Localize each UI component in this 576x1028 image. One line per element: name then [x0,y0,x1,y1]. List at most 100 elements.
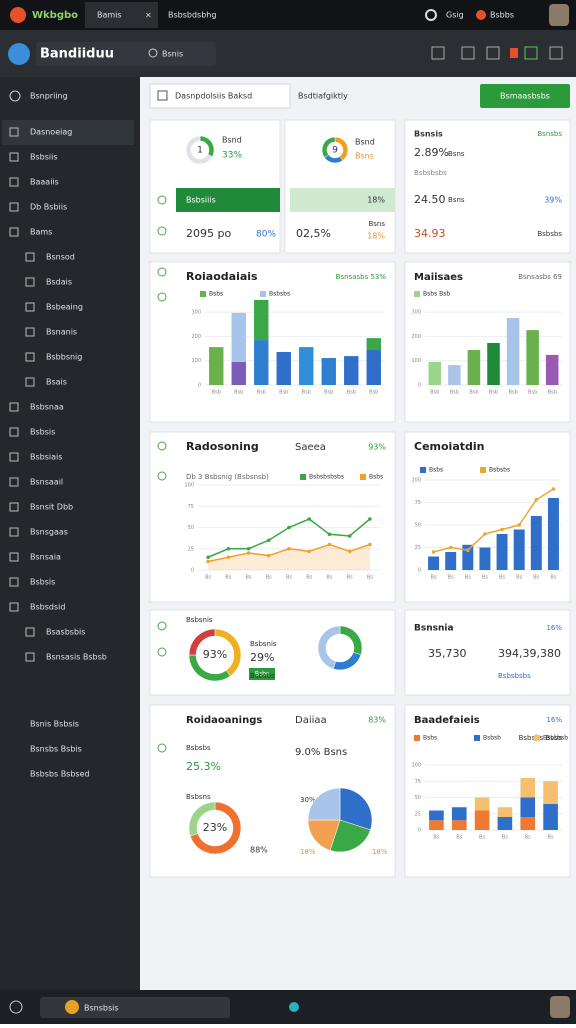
icon[interactable] [476,10,486,20]
nav-footer[interactable]: Bsnsbs Bsbis [30,745,82,754]
nav-item[interactable]: Bsnsaia [30,553,61,562]
search[interactable]: Bsnis [162,50,183,59]
card [404,119,571,254]
icon[interactable] [9,1000,23,1014]
nav-footer[interactable]: Bsbsbs Bsbsed [30,770,90,779]
card-text: Bsbsnis [186,616,213,624]
x-tick-label: Bs [499,575,505,581]
row-icon[interactable] [157,621,167,631]
tab-close[interactable]: × [145,11,152,20]
icon[interactable] [461,46,475,60]
legend-label: Bsbsbs [489,467,510,474]
bar [543,781,558,804]
x-tick-label: Bsb [347,390,356,396]
status: Bsbbs [490,11,514,20]
card-text: 18% [372,848,388,856]
nav-item[interactable]: Bsnsod [46,253,75,262]
icon[interactable] [431,46,445,60]
icon[interactable] [549,46,563,60]
bar [526,330,539,385]
task-search-text: Bsnsbsis [84,1004,119,1013]
slice [339,787,373,831]
bar [254,340,269,385]
nav-item[interactable]: Bsnsit Dbb [30,503,73,512]
task-search[interactable] [40,997,230,1018]
row-icon[interactable] [157,441,167,451]
point [266,553,271,558]
icon [9,477,19,487]
nav-item[interactable]: Bsbsiais [30,453,62,462]
row-icon[interactable] [157,267,167,277]
nav-item[interactable]: Bsbsiis [30,153,58,162]
card-text: Cemoiatdin [414,440,484,453]
x-tick-label: Bs [266,575,272,581]
icon [9,577,19,587]
nav-item[interactable]: Bsbbsnig [46,353,82,362]
nav-item[interactable]: Db Bsbiis [30,203,67,212]
search-icon[interactable] [148,48,158,58]
card-text: 18% [300,848,316,856]
avatar[interactable] [549,4,569,26]
avatar[interactable] [550,996,570,1018]
nav-item[interactable]: Bsnsgaas [30,528,68,537]
nav-item[interactable]: Bsbsis [30,428,55,437]
row-icon[interactable] [157,647,167,657]
point [226,546,231,551]
nav-item[interactable]: Bsbeaing [46,303,83,312]
nav-item[interactable]: Bsnsasis Bsbsb [46,653,107,662]
nav-item[interactable]: Bsbsdsid [30,603,65,612]
icon[interactable] [510,48,518,58]
card-text: 9.0% Bsns [295,747,347,758]
icon [65,1000,79,1014]
app-logo[interactable] [10,7,26,23]
nav-item[interactable]: Bsdais [46,278,72,287]
nav-item[interactable]: Bsnanis [46,328,77,337]
y-tick-label: 100 [191,358,201,364]
header-logo[interactable] [8,43,30,65]
x-tick-label: Bsb [469,390,478,396]
x-tick-label: Bs [550,575,556,581]
nav-item[interactable]: Bsnsaail [30,478,63,487]
row-icon[interactable] [157,226,167,236]
row-icon[interactable] [157,743,167,753]
nav-item[interactable]: Bsbsis [30,578,55,587]
nav-item[interactable]: Baaaiis [30,178,59,187]
sidebar-bg [0,77,140,990]
bar [479,547,491,570]
nav-item[interactable]: Dasnoeiag [30,128,72,137]
row-icon[interactable] [157,471,167,481]
nav-item[interactable]: Bsbsnaa [30,403,64,412]
primary-button[interactable] [480,84,570,108]
x-tick-label: Bs [516,575,522,581]
icon[interactable] [486,46,500,60]
legend-label: Bsbsbsbsbs [309,474,344,481]
card-text: Saeea [295,442,326,453]
y-tick-label: 0 [198,383,201,389]
icon[interactable] [524,46,538,60]
filter-box[interactable] [149,83,291,109]
row-icon[interactable] [157,292,167,302]
nav-item[interactable]: Bsasbsbis [46,628,85,637]
nav-item[interactable]: Bsais [46,378,67,387]
y-tick-label: 300 [411,310,421,316]
range[interactable]: Bsdtiafgiktly [298,92,348,101]
tab[interactable] [85,2,158,28]
bar [487,342,500,385]
icon[interactable] [425,9,437,21]
bar [474,810,490,830]
row-icon[interactable] [157,195,167,205]
icon [157,90,168,101]
icon[interactable] [289,1002,299,1012]
x-tick-label: Bsb [234,390,243,396]
card-text: 35,730 [428,647,467,660]
card-text: Bsbsbs Bsbs [519,734,563,742]
card-text: Bsnsasbs 53% [336,273,387,281]
bar [497,817,513,830]
y-tick-label: 200 [191,334,201,340]
nav-item[interactable]: Bams [30,228,52,237]
x-tick-label: Bsb [548,390,557,396]
nav-footer[interactable]: Bsnis Bsbsis [30,720,79,729]
point [517,523,521,527]
y-tick-label: 200 [411,334,421,340]
